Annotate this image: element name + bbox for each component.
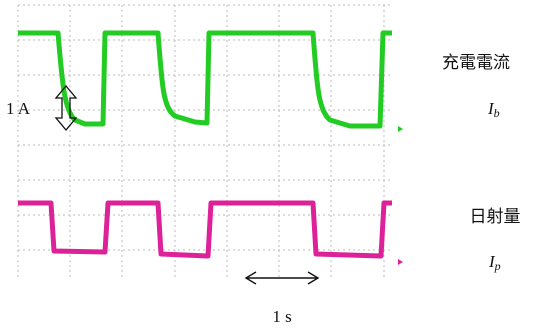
subscript: p — [494, 259, 501, 273]
time-scale-label: 1 s — [272, 307, 291, 326]
charge-current-symbol: Ib — [487, 99, 500, 120]
irradiance-symbol: Ip — [488, 252, 501, 273]
current-scale-label: 1 A — [6, 99, 31, 118]
irradiance-label: 日射量 — [470, 207, 521, 226]
horizontal-double-arrow — [246, 272, 318, 284]
subscript: b — [494, 106, 500, 120]
charge-current-label: 充電電流 — [442, 53, 510, 72]
charge-current-trace — [18, 33, 392, 126]
scope-grid — [18, 5, 392, 280]
channel-marker — [398, 126, 403, 132]
channel-marker — [398, 259, 403, 265]
irradiance-trace — [18, 203, 392, 256]
figure: 1 A 1 s 充電電流 Ib 日射量 Ip — [0, 0, 545, 329]
